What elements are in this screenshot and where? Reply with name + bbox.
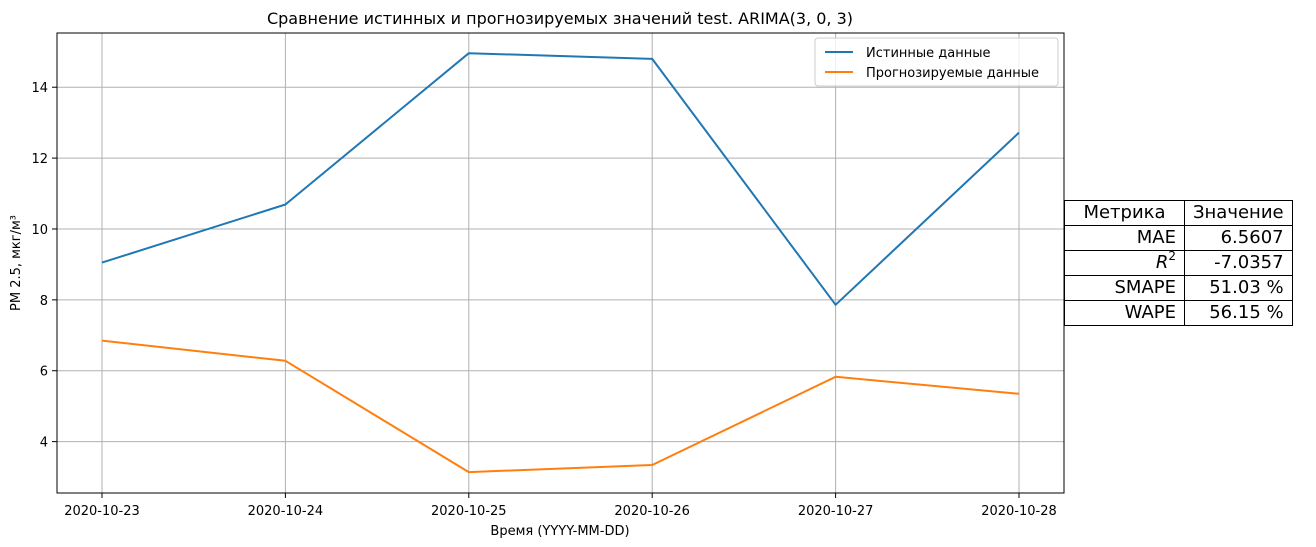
legend-label-pred: Прогнозируемые данные xyxy=(866,66,1039,81)
metrics-header-row: Метрика Значение xyxy=(1064,200,1293,226)
y-tick-label: 8 xyxy=(40,294,48,309)
metric-name: WAPE xyxy=(1064,300,1185,326)
metric-name: SMAPE xyxy=(1064,275,1185,301)
x-tick-label: 2020-10-28 xyxy=(981,504,1057,519)
metrics-header-value: Значение xyxy=(1184,200,1293,226)
legend: Истинные данные Прогнозируемые данные xyxy=(814,37,1059,87)
x-tick-label: 2020-10-25 xyxy=(431,504,507,519)
series-line-pred xyxy=(101,339,1020,474)
metric-value: -7.0357 xyxy=(1184,250,1293,276)
y-tick-label: 12 xyxy=(31,152,48,167)
metrics-table: Метрика Значение MAE 6.5607 R2 -7.0357 S… xyxy=(1064,200,1293,326)
series-lines xyxy=(101,52,1020,474)
metric-value: 56.15 % xyxy=(1184,300,1293,326)
y-axis-label: PM 2.5, мкг/м³ xyxy=(9,215,24,311)
metrics-header-metric: Метрика xyxy=(1064,200,1185,226)
y-tick-label: 4 xyxy=(40,436,48,451)
legend-box xyxy=(814,37,1059,87)
y-tick-label: 14 xyxy=(31,81,48,96)
plot-frame xyxy=(56,32,1065,494)
x-axis-label: Время (YYYY-MM-DD) xyxy=(490,524,629,539)
x-tick-label: 2020-10-26 xyxy=(614,504,690,519)
chart-title: Сравнение истинных и прогнозируемых знач… xyxy=(267,9,853,28)
x-tick-label: 2020-10-27 xyxy=(798,504,874,519)
x-tick-label: 2020-10-24 xyxy=(248,504,324,519)
metric-value: 51.03 % xyxy=(1184,275,1293,301)
metrics-row-smape: SMAPE 51.03 % xyxy=(1064,275,1293,301)
metrics-row-wape: WAPE 56.15 % xyxy=(1064,300,1293,326)
x-tick-label: 2020-10-23 xyxy=(64,504,140,519)
metric-value: 6.5607 xyxy=(1184,225,1293,251)
metric-name-sup: 2 xyxy=(1168,249,1176,263)
metric-name: R2 xyxy=(1064,249,1185,276)
y-tick-label: 6 xyxy=(40,365,48,380)
grid-lines xyxy=(57,33,1064,493)
series-line-true xyxy=(101,52,1020,306)
metrics-row-mae: MAE 6.5607 xyxy=(1064,225,1293,251)
metrics-row-r2: R2 -7.0357 xyxy=(1064,249,1293,276)
y-tick-label: 10 xyxy=(31,223,48,238)
legend-label-true: Истинные данные xyxy=(866,46,991,61)
metric-name: MAE xyxy=(1064,225,1185,251)
axis-ticks: 2020-10-23 2020-10-24 2020-10-25 2020-10-26… xyxy=(31,81,1056,519)
metric-name-base: R xyxy=(1155,252,1169,273)
